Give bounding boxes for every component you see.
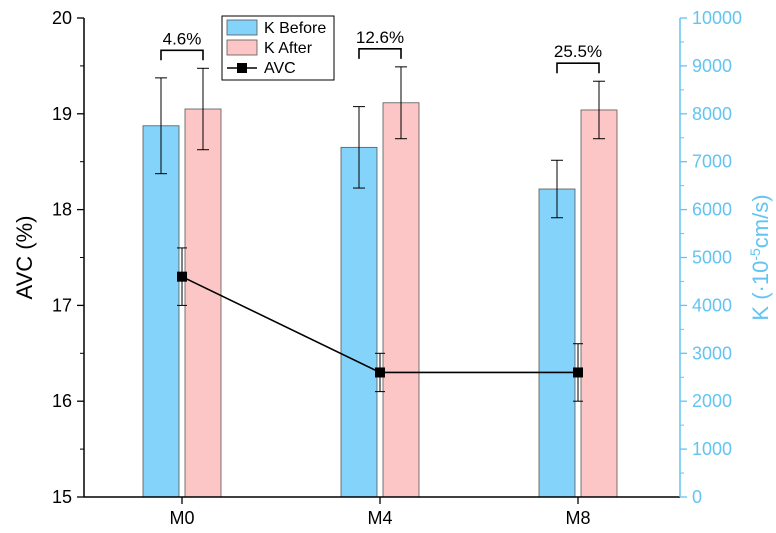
avc-point-M0 [177, 271, 187, 282]
x-tick-label: M8 [565, 508, 590, 528]
y-tick-label-right: 4000 [692, 295, 732, 315]
x-tick-label: M0 [169, 508, 194, 528]
y-tick-label-left: 15 [52, 487, 72, 507]
bar-k-after-M0 [184, 108, 222, 498]
y-tick-label-right: 8000 [692, 104, 732, 124]
avc-line-layer [177, 247, 583, 402]
y-tick-label-right: 7000 [692, 152, 732, 172]
legend-label-k-after: K After [264, 40, 313, 57]
bar-k-after-M4 [382, 102, 420, 498]
y-tick-label-right: 5000 [692, 248, 732, 268]
y-tick-label-right: 2000 [692, 391, 732, 411]
bars-layer [142, 102, 618, 498]
avc-point-M4 [375, 367, 385, 378]
error-bars-layer [155, 66, 605, 219]
y-tick-label-right: 6000 [692, 200, 732, 220]
y-tick-label-right: 9000 [692, 56, 732, 76]
annotation-label-M0: 4.6% [163, 29, 202, 48]
y-axis-title-left: AVC (%) [12, 216, 37, 300]
legend-label-avc: AVC [264, 60, 296, 77]
y-axis-title-right-exponent: -5 [747, 248, 763, 261]
avc-point-M8 [573, 367, 583, 378]
y-axis-title-right: K (·10-5cm/s) [747, 194, 773, 320]
annotation-bracket-M0 [160, 49, 204, 61]
y-tick-label-left: 18 [52, 200, 72, 220]
y-axis-title-right-base: K (·10 [748, 261, 773, 321]
y-tick-label-right: 3000 [692, 343, 732, 363]
annotation-brackets-layer: 4.6% 12.6% 25.5% [160, 28, 602, 74]
y-tick-label-right: 10000 [692, 8, 742, 28]
legend-marker-avc [237, 63, 247, 73]
legend-label-k-before: K Before [264, 20, 326, 37]
annotation-bracket-M8 [556, 62, 600, 74]
y-tick-label-left: 16 [52, 391, 72, 411]
y-tick-label-right: 1000 [692, 439, 732, 459]
legend-swatch-k-after [226, 39, 258, 56]
y-tick-label-right: 0 [692, 487, 702, 507]
bar-k-before-M4 [340, 146, 378, 498]
legend-swatch-k-before [226, 19, 258, 36]
y-tick-label-left: 17 [52, 295, 72, 315]
y-tick-label-left: 20 [52, 8, 72, 28]
x-tick-label: M4 [367, 508, 392, 528]
annotation-label-M8: 25.5% [554, 42, 602, 61]
annotation-label-M4: 12.6% [356, 28, 404, 47]
y-axis-title-right-suffix: cm/s) [748, 194, 773, 248]
y-tick-label-left: 19 [52, 104, 72, 124]
bar-k-before-M8 [538, 188, 576, 498]
bar-k-after-M8 [580, 109, 618, 498]
bar-k-before-M0 [142, 125, 180, 498]
axes-layer: 15 16 17 18 19 20 0 1000 2000 3000 4000 5000 6000 700… [12, 8, 773, 528]
annotation-bracket-M4 [358, 48, 402, 59]
legend: K Before K After AVC [221, 15, 335, 81]
